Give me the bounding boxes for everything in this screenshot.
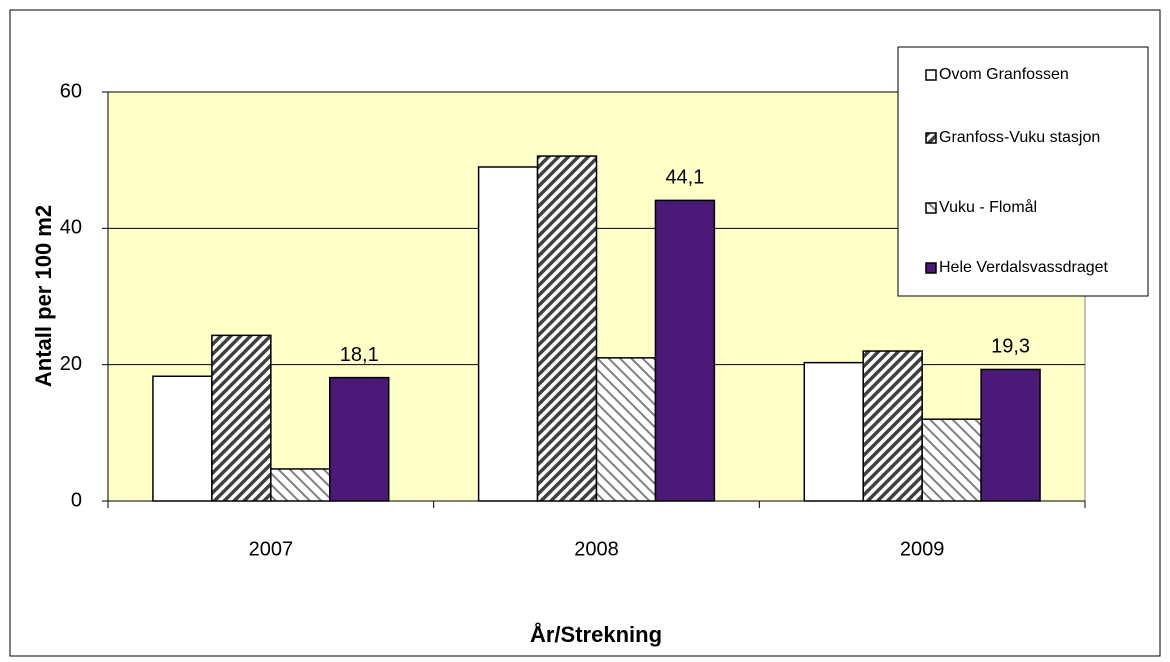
- legend-swatch: [925, 132, 937, 144]
- plot-layer: 0 20 40 60 2007 18,1 2008 44,1 2009 19,3: [60, 80, 1086, 560]
- value-label: 19,3: [991, 336, 1030, 358]
- y-tick-label: 0: [71, 489, 82, 511]
- legend-swatch: [925, 202, 937, 214]
- value-label: 44,1: [665, 167, 704, 189]
- y-axis-label: Antall per 100 m2: [31, 205, 56, 387]
- bar: [862, 350, 923, 502]
- bar: [211, 334, 272, 502]
- bar: [152, 375, 213, 502]
- y-tick-label: 20: [60, 353, 82, 375]
- y-tick-label: 60: [60, 80, 82, 102]
- bar: [921, 418, 982, 502]
- bar: [654, 199, 716, 502]
- y-tick-label: 40: [60, 217, 82, 239]
- legend-label: Vuku - Flomål: [939, 198, 1037, 216]
- x-tick-label: 2008: [574, 538, 619, 560]
- bar: [595, 357, 657, 502]
- bar: [270, 468, 331, 502]
- legend-label: Granfoss-Vuku stasjon: [939, 129, 1100, 146]
- legend-swatch: [925, 262, 937, 274]
- bar: [329, 376, 390, 502]
- x-tick-label: 2007: [249, 538, 294, 560]
- legend-items: Ovom Granfossen Granfoss-Vuku stasjon Vuku…: [925, 66, 1109, 276]
- value-label: 18,1: [340, 344, 379, 366]
- x-tick-label: 2009: [900, 538, 945, 560]
- legend: [897, 46, 1149, 297]
- bar: [803, 361, 864, 502]
- legend-label: Hele Verdalsvassdraget: [939, 259, 1109, 276]
- bar: [477, 166, 539, 502]
- legend-swatch: [925, 69, 937, 81]
- bar: [980, 368, 1041, 502]
- bar: [536, 155, 598, 502]
- legend-label: Ovom Granfossen: [939, 66, 1069, 83]
- x-axis-label: År/Strekning: [530, 621, 662, 647]
